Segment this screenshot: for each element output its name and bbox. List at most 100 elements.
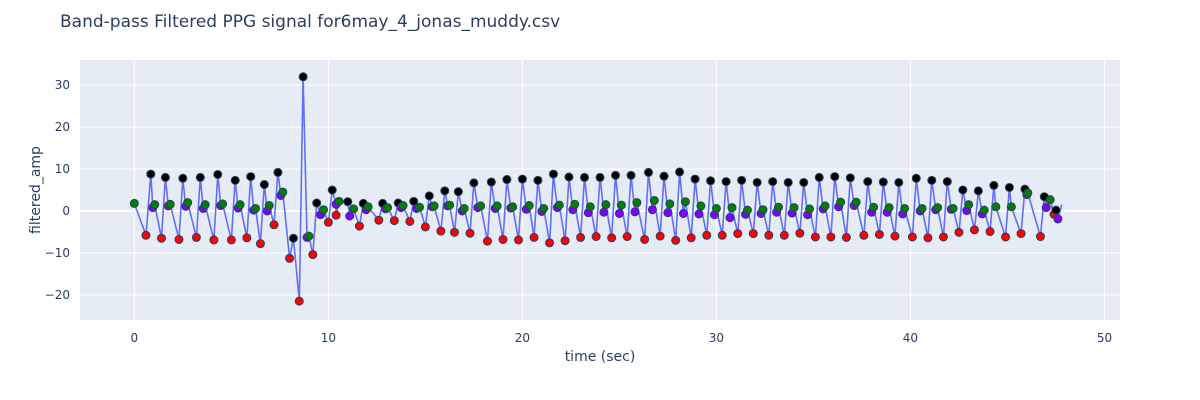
trough-marker xyxy=(482,236,492,246)
trough-marker xyxy=(191,232,201,242)
peak-marker xyxy=(298,72,308,82)
peak-marker xyxy=(1051,205,1061,215)
notch-marker xyxy=(680,197,690,207)
trough-marker xyxy=(323,217,333,227)
trough-marker xyxy=(969,225,979,235)
trough-marker xyxy=(717,230,727,240)
notch-marker xyxy=(304,231,314,241)
trough-marker xyxy=(209,235,219,245)
notch-marker xyxy=(200,200,210,210)
notch-marker xyxy=(508,202,518,212)
trough-marker xyxy=(985,227,995,237)
trough-marker xyxy=(294,296,304,306)
trough-marker xyxy=(874,229,884,239)
trough-marker xyxy=(686,233,696,243)
trough-marker xyxy=(269,220,279,230)
notch-marker xyxy=(1023,188,1033,198)
notch-marker xyxy=(524,201,534,211)
peak-marker xyxy=(517,174,527,184)
peak-marker xyxy=(942,177,952,187)
peak-marker xyxy=(894,177,904,187)
peak-marker xyxy=(178,173,188,183)
peak-marker xyxy=(911,173,921,183)
notch-marker xyxy=(632,198,642,208)
trough-marker xyxy=(1001,232,1011,242)
trough-marker xyxy=(890,231,900,241)
notch-marker xyxy=(264,201,274,211)
trough-marker xyxy=(733,229,743,239)
notch-marker xyxy=(900,203,910,213)
notch-marker xyxy=(836,197,846,207)
peak-marker xyxy=(502,175,512,185)
trough-marker xyxy=(354,221,364,231)
x-tick-label: 0 xyxy=(131,331,139,345)
notch-marker xyxy=(601,200,611,210)
y-tick-label: 30 xyxy=(55,78,70,92)
trough-marker xyxy=(907,232,917,242)
trough-marker xyxy=(576,232,586,242)
notch-marker xyxy=(415,202,425,212)
notch-marker xyxy=(869,202,879,212)
dicrotic-marker xyxy=(647,205,657,215)
trough-marker xyxy=(514,235,524,245)
y-tick-label: 10 xyxy=(55,162,70,176)
trough-marker xyxy=(529,232,539,242)
notch-marker xyxy=(665,199,675,209)
trough-marker xyxy=(498,234,508,244)
trough-marker xyxy=(671,235,681,245)
peak-marker xyxy=(195,172,205,182)
trough-marker xyxy=(622,232,632,242)
y-axis-title: filtered_amp xyxy=(28,146,44,234)
peak-marker xyxy=(533,175,543,185)
dicrotic-marker xyxy=(678,208,688,218)
peak-marker xyxy=(327,185,337,195)
dicrotic-marker xyxy=(614,208,624,218)
trough-marker xyxy=(748,229,758,239)
trough-marker xyxy=(389,216,399,226)
trough-marker xyxy=(226,235,236,245)
trough-marker xyxy=(841,232,851,242)
notch-marker xyxy=(429,201,439,211)
peak-marker xyxy=(830,172,840,182)
trough-marker xyxy=(331,210,341,220)
peak-marker xyxy=(644,167,654,177)
notch-marker xyxy=(398,201,408,211)
x-tick-labels: 0 10 20 30 40 50 xyxy=(131,331,1113,345)
notch-marker xyxy=(476,201,486,211)
notch-marker xyxy=(445,200,455,210)
notch-marker xyxy=(696,201,706,211)
peak-marker xyxy=(768,177,778,187)
trough-marker xyxy=(954,227,964,237)
dicrotic-marker xyxy=(694,209,704,219)
trough-marker xyxy=(285,253,295,263)
trough-marker xyxy=(591,232,601,242)
notch-marker xyxy=(150,200,160,210)
peak-marker xyxy=(288,233,298,243)
peak-marker xyxy=(752,177,762,187)
x-tick-label: 20 xyxy=(515,331,530,345)
notch-marker xyxy=(319,205,329,215)
notch-marker xyxy=(964,200,974,210)
notch-marker xyxy=(278,187,288,197)
peak-marker xyxy=(160,172,170,182)
trough-marker xyxy=(174,234,184,244)
notch-marker xyxy=(616,200,626,210)
trough-marker xyxy=(938,232,948,242)
peak-marker xyxy=(958,185,968,195)
trough-marker xyxy=(810,232,820,242)
peak-marker xyxy=(564,172,574,182)
peak-marker xyxy=(213,169,223,179)
dicrotic-marker xyxy=(663,208,673,218)
notch-marker xyxy=(789,203,799,213)
trough-marker xyxy=(795,228,805,238)
peak-marker xyxy=(863,177,873,187)
notch-marker xyxy=(363,202,373,212)
notch-marker xyxy=(349,204,359,214)
x-tick-label: 30 xyxy=(709,331,724,345)
peak-marker xyxy=(595,172,605,182)
notch-marker xyxy=(805,204,815,214)
trough-marker xyxy=(242,233,252,243)
chart-title: Band-pass Filtered PPG signal for6may_4_… xyxy=(60,12,561,32)
peak-marker xyxy=(440,186,450,196)
notch-marker xyxy=(165,199,175,209)
